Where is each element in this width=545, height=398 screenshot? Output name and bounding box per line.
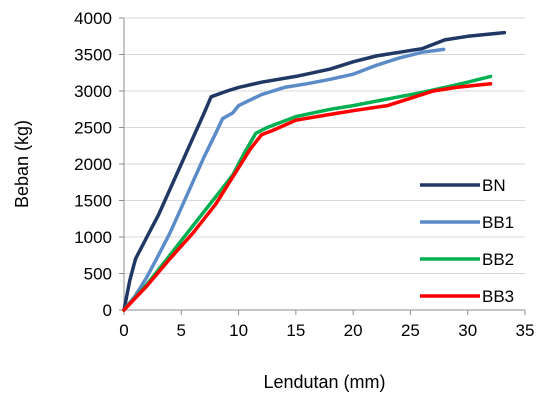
y-tick-label: 0 [103,301,112,320]
legend-item-bb1: BB1 [420,213,514,232]
legend-item-bn: BN [420,176,506,195]
legend-label: BB2 [482,250,514,269]
x-tick-label: 30 [458,321,477,340]
x-tick-label: 35 [516,321,535,340]
legend-label: BN [482,176,506,195]
y-tick-label: 2500 [74,119,112,138]
x-tick-label: 15 [286,321,305,340]
y-tick-label: 3500 [74,46,112,65]
series-line-bb2 [122,74,493,312]
y-tick-label: 3000 [74,82,112,101]
legend-item-bb2: BB2 [420,250,514,269]
y-tick-label: 500 [84,265,112,284]
legend-label: BB1 [482,213,514,232]
y-axis-title: Beban (kg) [12,120,32,208]
x-tick-label: 5 [177,321,186,340]
legend-item-bb3: BB3 [420,287,514,306]
tick-labels: 0 5 10 15 20 25 30 35 0 500 1000 1500 2000 2500 3000 35… [74,9,534,340]
y-tick-label: 1000 [74,228,112,247]
legend-label: BB3 [482,287,514,306]
x-axis-title: Lendutan (mm) [263,372,385,392]
x-tick-label: 20 [344,321,363,340]
series-layer [122,30,507,312]
x-tick-label: 25 [401,321,420,340]
series-line-bn [122,30,507,312]
series-line-bb1 [122,47,446,312]
y-tick-label: 4000 [74,9,112,28]
series-line-bb3 [122,81,493,312]
y-tick-label: 2000 [74,155,112,174]
x-tick-label: 10 [229,321,248,340]
legend: BN BB1 BB2 BB3 [420,176,514,306]
y-tick-label: 1500 [74,192,112,211]
x-tick-label: 0 [119,321,128,340]
grid-lines [124,17,525,311]
